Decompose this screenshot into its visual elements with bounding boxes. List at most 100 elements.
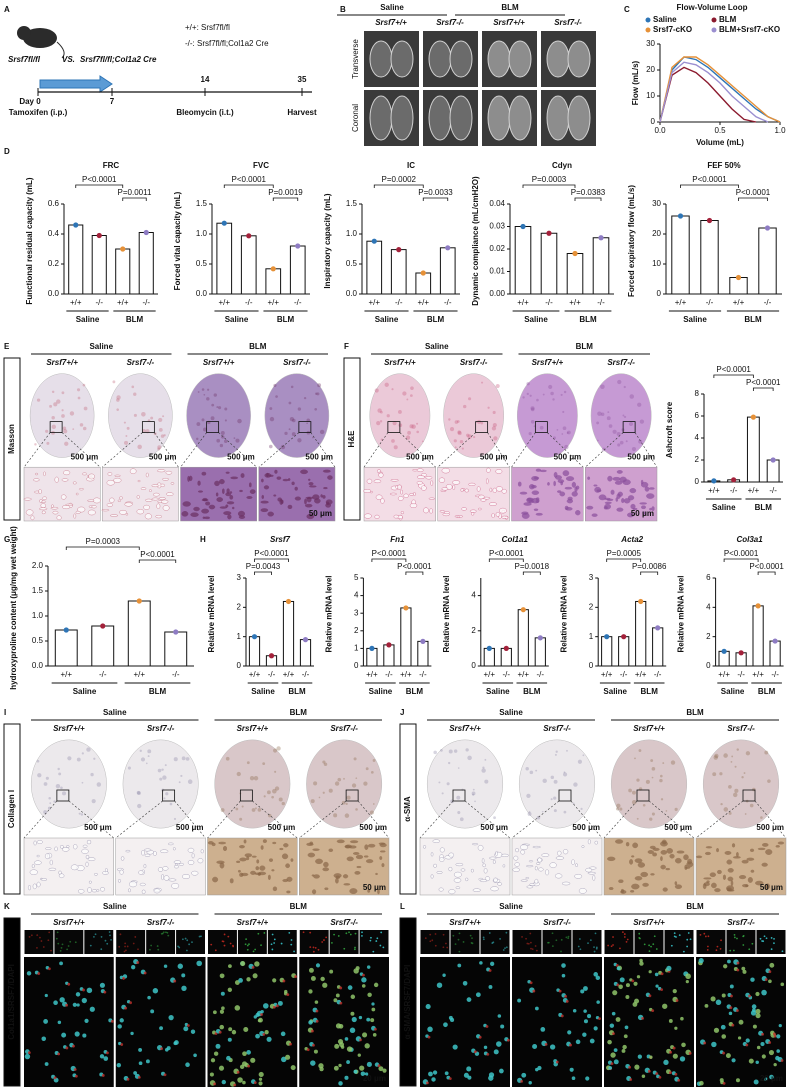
tissue-detail bbox=[632, 507, 638, 511]
tissue-detail bbox=[117, 879, 122, 883]
tissue-detail bbox=[226, 501, 235, 505]
thumbnail bbox=[696, 930, 726, 954]
tissue-detail bbox=[634, 858, 643, 863]
tissue-texture bbox=[376, 421, 381, 426]
group-label: Saline bbox=[499, 708, 523, 717]
tissue-texture bbox=[448, 749, 453, 754]
x-tick-label: -/- bbox=[503, 670, 511, 679]
red-signal bbox=[377, 1064, 381, 1068]
tissue-detail bbox=[373, 479, 382, 484]
tissue-detail bbox=[335, 877, 339, 884]
nucleus bbox=[181, 985, 187, 991]
tissue-texture bbox=[453, 749, 458, 753]
tissue-detail bbox=[40, 878, 48, 881]
thumbnail-signal bbox=[594, 932, 597, 935]
tissue-texture bbox=[93, 757, 96, 760]
thumbnail-signal bbox=[252, 950, 255, 953]
tissue-texture bbox=[290, 385, 294, 389]
nucleus bbox=[44, 1062, 49, 1066]
tissue-detail bbox=[106, 479, 115, 486]
tissue-texture bbox=[133, 392, 137, 396]
p-value: P<0.0001 bbox=[397, 562, 432, 571]
tissue-texture bbox=[631, 446, 637, 452]
tissue-detail bbox=[307, 478, 311, 481]
thumbnail-signal bbox=[530, 947, 532, 950]
tissue-texture bbox=[634, 757, 636, 760]
tissue-detail bbox=[78, 487, 84, 491]
nucleus bbox=[366, 1061, 372, 1068]
tissue-texture bbox=[316, 392, 320, 396]
nucleus bbox=[358, 1015, 363, 1020]
zoom-image bbox=[299, 837, 390, 896]
genotype-label: Srsf7+/+ bbox=[449, 918, 481, 927]
tissue-detail bbox=[117, 499, 121, 502]
x-tick-label: -/- bbox=[385, 670, 393, 679]
tissue-detail bbox=[429, 508, 433, 514]
tissue-detail bbox=[641, 505, 646, 510]
tissue-texture bbox=[736, 748, 739, 751]
tissue-texture bbox=[346, 795, 351, 800]
y-tick-label: 0.0 bbox=[32, 661, 44, 670]
nucleus bbox=[173, 1041, 178, 1046]
thumbnail-signal bbox=[325, 936, 328, 939]
tissue-texture bbox=[76, 388, 81, 392]
tissue-detail bbox=[153, 492, 160, 497]
mean-marker bbox=[246, 233, 252, 239]
tissue-texture bbox=[467, 434, 472, 439]
nucleus bbox=[242, 1051, 247, 1057]
tissue-detail bbox=[182, 501, 191, 507]
red-signal bbox=[27, 1051, 31, 1055]
thumbnail-signal bbox=[273, 942, 276, 944]
nucleus bbox=[571, 1076, 576, 1081]
lung-section bbox=[443, 373, 505, 458]
tissue-detail bbox=[642, 511, 646, 515]
legend-marker bbox=[711, 17, 717, 23]
zoom-guide bbox=[310, 432, 336, 468]
tissue-detail bbox=[125, 849, 131, 853]
nucleus bbox=[322, 982, 328, 988]
nucleus bbox=[713, 1027, 720, 1033]
tissue-detail bbox=[272, 841, 277, 845]
tissue-texture bbox=[407, 430, 411, 435]
thumbnail-signal bbox=[648, 944, 650, 947]
red-signal bbox=[126, 1077, 130, 1081]
red-signal bbox=[312, 1043, 315, 1047]
nucleus bbox=[750, 977, 755, 982]
zoom-guide bbox=[547, 432, 584, 468]
thumbnail-signal bbox=[469, 934, 472, 937]
tissue-texture bbox=[712, 772, 717, 777]
thumbnail-signal bbox=[177, 945, 180, 948]
tissue-detail bbox=[300, 469, 308, 475]
red-signal bbox=[275, 1004, 279, 1008]
nucleus bbox=[246, 1050, 251, 1055]
red-signal bbox=[768, 1041, 772, 1044]
nucleus bbox=[219, 1024, 225, 1030]
tissue-detail bbox=[616, 470, 623, 474]
y-tick-label: 0 bbox=[471, 661, 476, 670]
x-tick-label: +/+ bbox=[484, 670, 496, 679]
tissue-detail bbox=[587, 476, 591, 480]
nucleus bbox=[338, 1081, 343, 1086]
zoom-guide bbox=[61, 432, 101, 468]
tissue-texture bbox=[636, 778, 640, 782]
thumbnail-signal bbox=[223, 944, 226, 947]
tissue-detail bbox=[591, 513, 598, 517]
tissue-detail bbox=[381, 863, 385, 868]
mean-marker bbox=[655, 625, 661, 631]
tissue-detail bbox=[478, 494, 485, 500]
tissue-detail bbox=[246, 496, 253, 499]
y-axis-label: Relative mRNA level bbox=[325, 575, 334, 652]
nucleus bbox=[593, 972, 599, 977]
nucleus bbox=[498, 1068, 504, 1074]
tissue-texture bbox=[463, 404, 467, 409]
nucleus bbox=[760, 1041, 765, 1047]
x-tick-label: +/+ bbox=[218, 298, 230, 307]
chart-title: Srsf7 bbox=[270, 535, 291, 544]
tissue-detail bbox=[106, 503, 114, 507]
tissue-texture bbox=[606, 416, 611, 421]
nucleus bbox=[768, 1049, 775, 1056]
thumbnail-signal bbox=[621, 931, 624, 934]
tissue-detail bbox=[529, 883, 536, 886]
red-signal bbox=[253, 1081, 257, 1085]
thumbnail-signal bbox=[733, 933, 736, 936]
